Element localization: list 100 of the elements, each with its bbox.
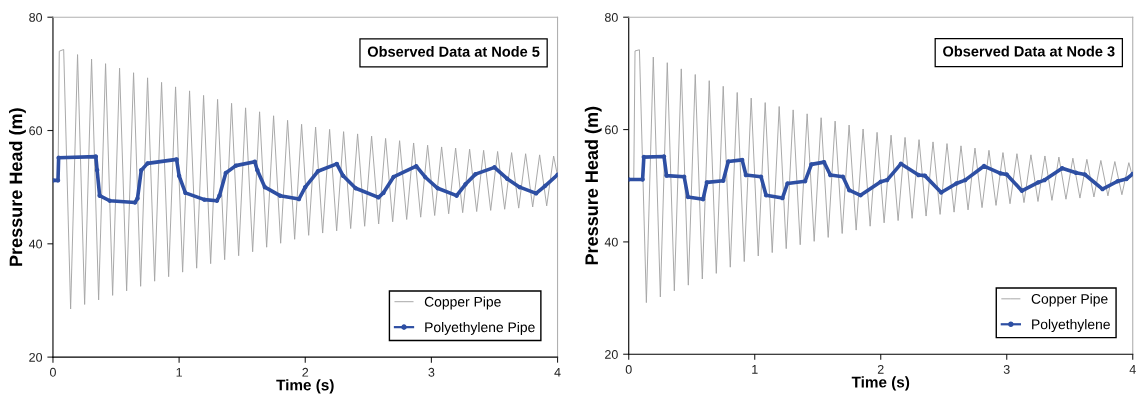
point xyxy=(517,184,522,190)
point xyxy=(262,184,268,190)
point xyxy=(704,180,710,185)
legend-label: Copper Pipe xyxy=(1031,293,1108,307)
text: Observed Data at Node 3 xyxy=(943,45,1115,57)
point xyxy=(183,190,188,196)
point xyxy=(202,197,207,202)
point xyxy=(435,186,440,191)
point xyxy=(176,173,182,179)
y-tick-label: 40 xyxy=(28,239,43,249)
point xyxy=(1073,170,1079,176)
point xyxy=(821,159,827,165)
point xyxy=(962,177,968,183)
point xyxy=(255,167,260,173)
point xyxy=(414,163,419,169)
point xyxy=(828,172,833,178)
point xyxy=(1036,180,1041,185)
point xyxy=(132,200,138,205)
point xyxy=(533,191,539,196)
point xyxy=(422,174,428,180)
point xyxy=(135,196,140,201)
point xyxy=(1019,188,1025,194)
point xyxy=(721,178,726,183)
point xyxy=(381,190,386,196)
text: Observed Data at Node 5 xyxy=(367,46,540,57)
point xyxy=(785,181,790,186)
point xyxy=(139,167,144,173)
point xyxy=(217,193,222,198)
point xyxy=(174,157,179,162)
point xyxy=(303,184,308,190)
point xyxy=(56,155,61,160)
point xyxy=(252,159,258,164)
x-tick-label: 3 xyxy=(428,367,435,377)
point xyxy=(758,174,764,179)
x-tick-label: 1 xyxy=(752,365,758,374)
y-tick-label: 80 xyxy=(604,13,618,22)
legend-label: Polyethylene Pipe xyxy=(425,321,535,335)
line-series xyxy=(52,154,558,205)
legend-label: Polyethylene xyxy=(1032,319,1110,333)
point xyxy=(763,193,769,198)
point xyxy=(542,183,548,189)
x-tick-label: 4 xyxy=(1129,365,1136,374)
point xyxy=(685,194,691,200)
point xyxy=(840,174,846,179)
point xyxy=(681,174,687,179)
y-tick-label: 40 xyxy=(604,237,618,247)
point xyxy=(1082,172,1088,177)
point xyxy=(340,173,346,179)
point xyxy=(145,161,150,166)
point xyxy=(1042,177,1047,183)
point xyxy=(640,177,645,182)
point xyxy=(52,178,56,183)
point xyxy=(922,173,928,178)
point xyxy=(492,165,497,170)
point xyxy=(726,159,731,164)
point xyxy=(353,186,358,191)
x-tick-label: 2 xyxy=(877,364,884,374)
y-tick-label: 60 xyxy=(605,125,618,135)
legend-label: Copper Pipe xyxy=(424,296,501,310)
point xyxy=(277,193,283,198)
point xyxy=(884,177,890,183)
x-tick-label: 0 xyxy=(49,367,56,377)
y-axis-title: Pressure Head (m) xyxy=(9,108,26,266)
point xyxy=(296,196,302,202)
point xyxy=(743,172,749,178)
point xyxy=(97,193,102,198)
point xyxy=(878,179,883,185)
point xyxy=(223,170,229,176)
point xyxy=(664,173,669,178)
point xyxy=(661,154,667,159)
point xyxy=(847,188,852,193)
x-axis-title: Time (s) xyxy=(276,379,334,394)
point xyxy=(233,163,239,168)
y-tick-label: 20 xyxy=(29,352,43,362)
y-tick-label: 80 xyxy=(29,13,43,22)
point xyxy=(454,193,459,198)
point xyxy=(998,171,1003,176)
y-axis-title: Pressure Head (m) xyxy=(584,106,602,265)
point xyxy=(1004,172,1009,177)
point xyxy=(1124,176,1129,182)
y-tick-label: 20 xyxy=(605,350,618,359)
x-tick-label: 4 xyxy=(554,367,561,377)
point xyxy=(473,171,478,177)
point xyxy=(107,198,112,203)
x-axis-title: Time (s) xyxy=(851,376,910,391)
point xyxy=(916,172,921,178)
point xyxy=(55,178,61,183)
point xyxy=(463,182,468,187)
point xyxy=(315,169,321,174)
point xyxy=(1059,166,1065,171)
x-tick-label: 3 xyxy=(1003,364,1010,374)
x-tick-label: 2 xyxy=(302,367,309,377)
point xyxy=(391,174,396,180)
point xyxy=(94,167,100,173)
x-tick-label: 1 xyxy=(176,367,182,377)
x-tick-label: 0 xyxy=(625,364,632,374)
point xyxy=(1115,179,1120,184)
point xyxy=(504,176,510,181)
y-tick-label: 60 xyxy=(29,126,43,136)
point xyxy=(954,181,959,186)
